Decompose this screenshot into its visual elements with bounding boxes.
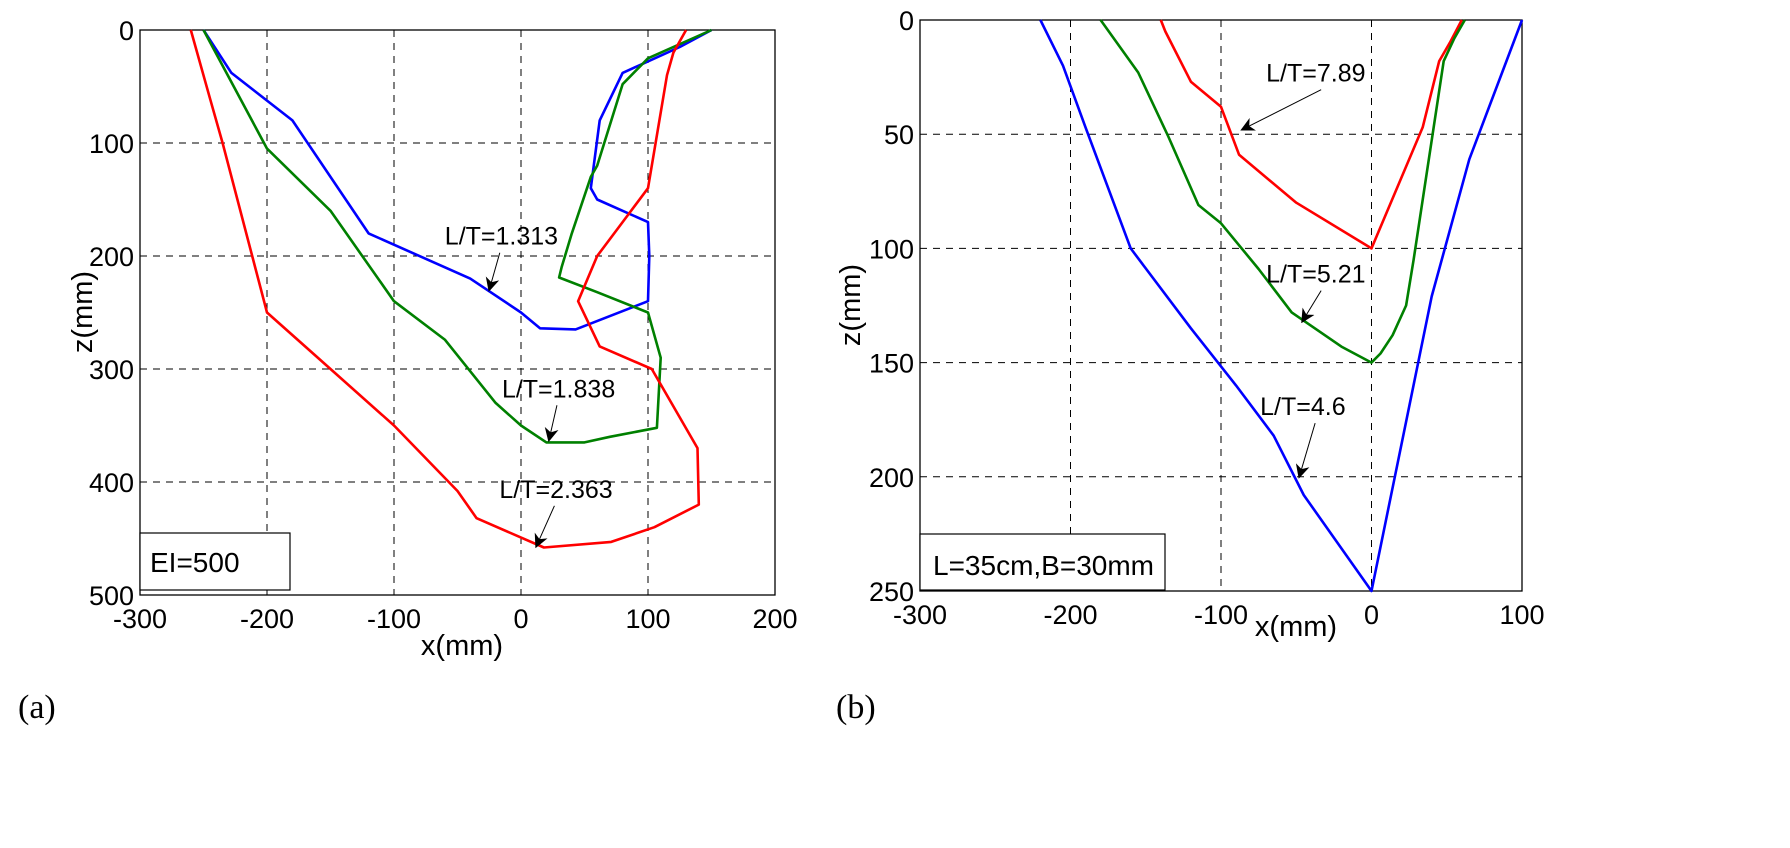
y-tick-label: 0: [899, 6, 914, 36]
annotation-arrow: [485, 252, 501, 292]
legend-text: EI=500: [150, 547, 240, 578]
x-axis-label: x(mm): [1255, 611, 1337, 643]
panel-a: -300 -200 -100 0 100 200 0 100 200 300 400 500 L/T=1…: [18, 16, 798, 726]
y-tick-label: 300: [89, 355, 134, 385]
series-line-3: [189, 29, 701, 549]
y-tick-label: 400: [89, 468, 134, 498]
annotation-arrow: [1301, 290, 1322, 324]
y-tick-label: 200: [89, 242, 134, 272]
series-line-1: [202, 28, 713, 331]
x-tick-label: -300: [113, 604, 167, 634]
series-line-2: [1099, 19, 1466, 364]
series-line-3: [1039, 19, 1524, 593]
annotation-arrow: [1295, 422, 1316, 479]
y-axis-label: z(mm): [835, 264, 867, 346]
x-axis-label: x(mm): [421, 630, 503, 662]
series-line-1: [1159, 19, 1463, 250]
x-tick-label: 200: [752, 604, 797, 634]
annotation-label: L/T=1.313: [445, 223, 558, 251]
annotation-label: L/T=7.89: [1266, 60, 1365, 88]
y-tick-label: 100: [869, 234, 914, 264]
legend-text: L=35cm,B=30mm: [933, 550, 1154, 581]
gridlines: [140, 30, 775, 595]
annotation-arrow: [534, 505, 555, 549]
panel-label: (b): [836, 689, 876, 726]
y-tick-label: 500: [89, 581, 134, 611]
x-tick-label: -200: [1043, 600, 1097, 630]
panel-label: (a): [18, 689, 56, 726]
x-tick-label: 0: [513, 604, 528, 634]
annotation-arrow: [544, 405, 559, 443]
y-tick-label: 0: [119, 16, 134, 46]
x-tick-label: -200: [240, 604, 294, 634]
series-line-2: [202, 28, 713, 444]
annotation-label: L/T=2.363: [499, 476, 612, 504]
y-tick-label: 200: [869, 463, 914, 493]
legend-box: [919, 533, 1166, 591]
y-tick-label: 250: [869, 577, 914, 607]
x-tick-label: -300: [893, 600, 947, 630]
annotation-arrow: [1240, 89, 1322, 131]
panel-b: -300 -200 -100 0 100 0 50 100 150 200 250 L/T=7.89 L…: [835, 6, 1545, 726]
legend-box: [139, 532, 291, 591]
y-axis-label: z(mm): [67, 271, 99, 353]
annotation-label: L/T=5.21: [1266, 261, 1365, 289]
x-tick-label: 0: [1364, 600, 1379, 630]
x-tick-label: -100: [1194, 600, 1248, 630]
gridlines: [920, 20, 1522, 591]
y-tick-label: 150: [869, 349, 914, 379]
y-tick-label: 100: [89, 129, 134, 159]
annotation-label: L/T=4.6: [1260, 393, 1345, 421]
x-tick-label: 100: [625, 604, 670, 634]
y-tick-label: 50: [884, 120, 914, 150]
x-tick-label: 100: [1499, 600, 1544, 630]
annotation-label: L/T=1.838: [502, 375, 615, 403]
plot-area: [139, 29, 776, 596]
x-tick-label: -100: [367, 604, 421, 634]
